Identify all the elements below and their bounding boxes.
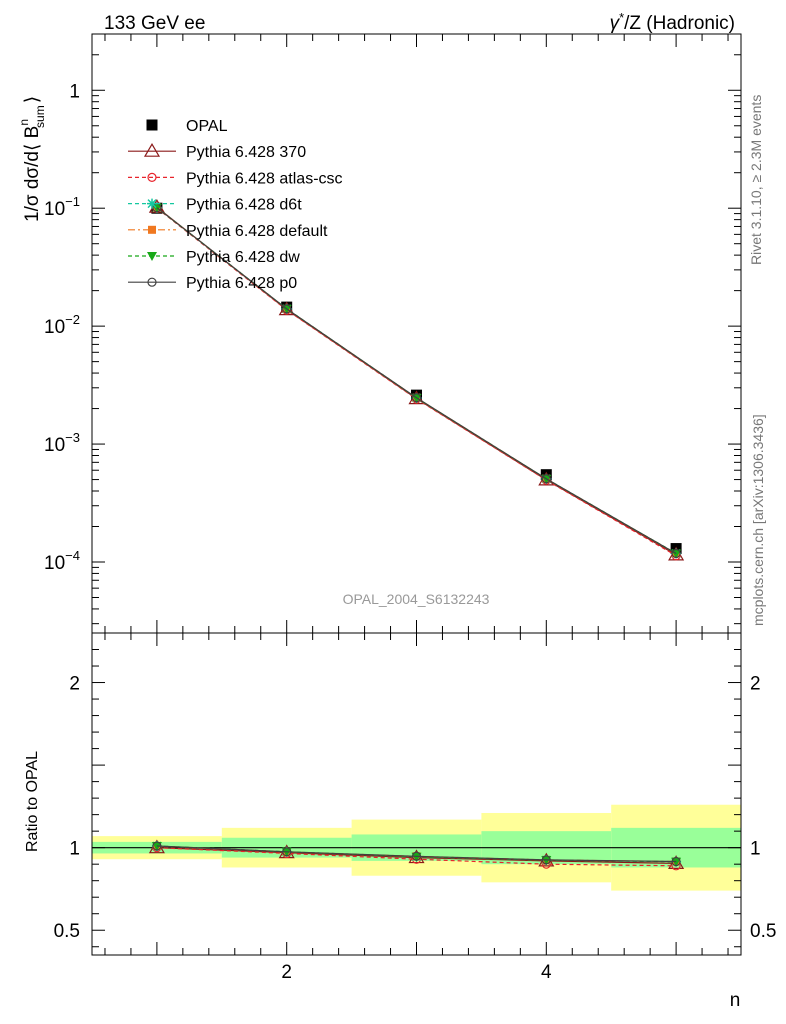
watermark: OPAL_2004_S6132243 <box>343 591 490 607</box>
series-point-5 <box>541 474 551 484</box>
legend-label: Pythia 6.428 atlas-csc <box>186 170 343 187</box>
header-left: 133 GeV ee <box>104 13 205 34</box>
x-axis-label: n <box>730 990 741 1011</box>
series-point-5 <box>282 304 292 314</box>
legend: OPAL Pythia 6.428 370 Pythia 6.428 atlas-c… <box>128 118 343 292</box>
main-y-tick-label: 10−3 <box>44 430 80 456</box>
series-point-5 <box>671 548 681 559</box>
ratio-frame <box>91 632 742 956</box>
legend-marker <box>143 143 161 157</box>
x-tick-label: 4 <box>541 962 552 983</box>
ratio-y-tick-label: 1 <box>69 839 80 860</box>
main-y-tick-label: 10−4 <box>44 548 80 574</box>
legend-label: Pythia 6.428 default <box>186 223 328 240</box>
ratio-y-tick-label-right: 0.5 <box>750 921 776 942</box>
ratio-y-tick-label-right: 2 <box>750 674 761 695</box>
main-y-axis-label: 1/σ dσ/d⟨ Bn sum⟩ <box>17 96 47 222</box>
x-tick-label: 2 <box>281 962 292 983</box>
ratio-point-4 <box>541 856 552 866</box>
ratio-y-tick-label: 2 <box>69 674 80 695</box>
ratio-line-5 <box>156 845 677 863</box>
mcplots-label: mcplots.cern.ch [arXiv:1306.3436] <box>750 414 766 626</box>
main-y-tick-label: 1 <box>69 81 80 102</box>
ratio-point-5 <box>282 847 292 857</box>
series-point-5 <box>411 393 422 403</box>
ratio-point-4 <box>671 857 682 867</box>
legend-label: OPAL <box>186 118 228 135</box>
legend-marker <box>148 225 156 234</box>
ratio-y-tick-label-right: 1 <box>750 839 761 860</box>
legend-label: Pythia 6.428 d6t <box>186 197 302 214</box>
ratio-point-4 <box>411 852 422 862</box>
legend-label: Pythia 6.428 dw <box>186 249 300 266</box>
main-panel: 1 10−1 10−2 10−3 10−4 <box>44 33 742 634</box>
legend-marker <box>146 119 158 131</box>
legend-marker <box>147 198 157 209</box>
ratio-point-5 <box>152 841 162 851</box>
ratio-y-tick-label: 0.5 <box>54 921 80 942</box>
legend-label: Pythia 6.428 370 <box>186 144 306 161</box>
ratio-point-5 <box>541 855 551 865</box>
legend-marker <box>147 252 157 261</box>
series-line-5 <box>156 207 677 555</box>
main-y-tick-label: 10−2 <box>44 312 80 338</box>
ratio-point-5 <box>411 851 422 861</box>
legend-marker <box>147 172 157 182</box>
ratio-y-axis-label: Ratio to OPAL <box>24 751 41 852</box>
legend-label: Pythia 6.428 p0 <box>186 275 297 292</box>
ratio-point-5 <box>671 856 681 867</box>
legend-marker <box>147 277 157 287</box>
header-right: γ*/Z (Hadronic) <box>610 10 735 34</box>
rivet-label: Rivet 3.1.10, ≥ 2.3M events <box>748 95 764 265</box>
main-y-tick-label: 10−1 <box>44 194 80 220</box>
ratio-panel: 0.5 0.5 1 1 2 2 2 4 <box>54 632 776 983</box>
